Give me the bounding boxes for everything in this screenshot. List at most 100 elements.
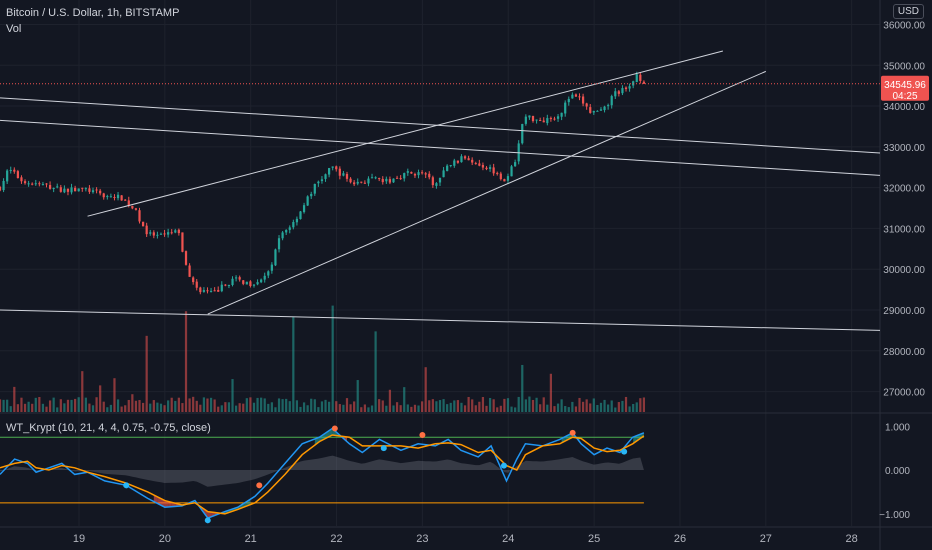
candle-body xyxy=(349,178,352,183)
volume-bar xyxy=(431,399,434,412)
volume-bar xyxy=(66,399,70,412)
candle-body xyxy=(421,172,424,174)
volume-bar xyxy=(410,406,413,412)
volume-bar xyxy=(374,331,377,412)
candle-body xyxy=(66,188,70,192)
candle-body xyxy=(596,110,599,112)
volume-bar xyxy=(607,404,610,412)
candle-body xyxy=(45,183,48,185)
candle-body xyxy=(302,205,306,213)
volume-bar xyxy=(381,400,384,412)
volume-bar xyxy=(603,399,606,412)
volume-bar xyxy=(413,404,417,412)
candle-body xyxy=(48,185,52,189)
volume-bar xyxy=(288,401,291,412)
volume-bar xyxy=(510,406,513,412)
volume-bar xyxy=(152,400,155,412)
wt-slow-line xyxy=(0,434,645,515)
volume-bar xyxy=(109,404,113,412)
volume-bar xyxy=(13,386,16,412)
candle-body xyxy=(192,277,195,283)
volume-bar xyxy=(632,403,635,412)
candle-body xyxy=(31,183,34,185)
volume-bar xyxy=(91,405,95,412)
volume-bar xyxy=(521,364,524,412)
volume-bar xyxy=(285,398,288,412)
candle-body xyxy=(481,165,485,168)
candle-body xyxy=(149,232,152,234)
candle-body xyxy=(299,211,302,220)
currency-button[interactable]: USD xyxy=(892,4,924,19)
candle-body xyxy=(642,81,646,84)
volume-bar xyxy=(213,399,216,412)
volume-bar xyxy=(349,404,352,412)
candle-body xyxy=(84,188,87,190)
volume-bar xyxy=(56,407,59,412)
candle-body xyxy=(281,232,284,239)
volume-bar xyxy=(317,407,320,412)
volume-bar xyxy=(585,399,588,412)
volume-bar xyxy=(313,399,316,412)
candle-body xyxy=(446,165,449,172)
volume-bar xyxy=(156,402,159,412)
wt-signal-dot xyxy=(569,429,576,436)
candle-body xyxy=(270,264,273,271)
candle-body xyxy=(503,179,506,182)
candle-body xyxy=(499,173,502,180)
candle-body xyxy=(438,177,442,183)
candle-body xyxy=(20,177,23,182)
candle-body xyxy=(628,86,631,89)
volume-bar xyxy=(16,404,19,412)
candle-body xyxy=(138,210,141,222)
candle-body xyxy=(531,115,535,122)
trendline[interactable] xyxy=(87,50,724,217)
wt-signal-dot xyxy=(380,445,387,452)
candle-body xyxy=(324,174,327,179)
volume-bar xyxy=(70,399,73,412)
volume-bar xyxy=(245,398,248,412)
candle-body xyxy=(463,156,467,159)
candle-body xyxy=(0,186,2,191)
indicator-label[interactable]: WT_Krypt (10, 21, 4, 4, 0.75, -0.75, clo… xyxy=(6,422,211,434)
candle-body xyxy=(399,178,402,180)
candle-body xyxy=(52,187,55,189)
trendline[interactable] xyxy=(207,70,767,315)
price-axis-tick: 33000.00 xyxy=(883,143,925,154)
volume-label[interactable]: Vol xyxy=(6,23,22,35)
volume-bar xyxy=(496,407,499,412)
candle-body xyxy=(621,88,624,94)
volume-bar xyxy=(113,378,116,412)
volume-bar xyxy=(88,403,91,412)
price-axis-tick: 34000.00 xyxy=(883,102,925,113)
candle-body xyxy=(413,174,417,176)
trendline[interactable] xyxy=(0,97,881,154)
volume-bar xyxy=(217,406,220,412)
candle-body xyxy=(378,178,381,180)
candle-body xyxy=(27,183,30,185)
candle-body xyxy=(585,103,588,107)
candle-body xyxy=(539,120,542,122)
candle-body xyxy=(256,282,259,285)
volume-bar xyxy=(41,403,45,412)
volume-bar xyxy=(9,406,12,412)
candle-body xyxy=(295,218,299,223)
candle-body xyxy=(553,118,556,120)
symbol-title[interactable]: Bitcoin / U.S. Dollar, 1h, BITSTAMP xyxy=(6,7,180,19)
volume-bar xyxy=(467,396,470,412)
candle-body xyxy=(471,159,474,163)
volume-bar xyxy=(209,397,213,412)
candle-body xyxy=(607,105,610,107)
candle-body xyxy=(124,199,127,201)
candle-body xyxy=(395,177,399,179)
candle-body xyxy=(159,233,163,235)
trendline[interactable] xyxy=(0,119,881,176)
volume-bar xyxy=(524,399,527,412)
trendline[interactable] xyxy=(0,309,881,331)
candle-body xyxy=(460,156,463,163)
volume-bar xyxy=(478,401,481,412)
volume-bar xyxy=(471,399,474,412)
candle-body xyxy=(74,187,77,192)
candle-body xyxy=(528,115,531,118)
volume-bar xyxy=(531,399,535,412)
